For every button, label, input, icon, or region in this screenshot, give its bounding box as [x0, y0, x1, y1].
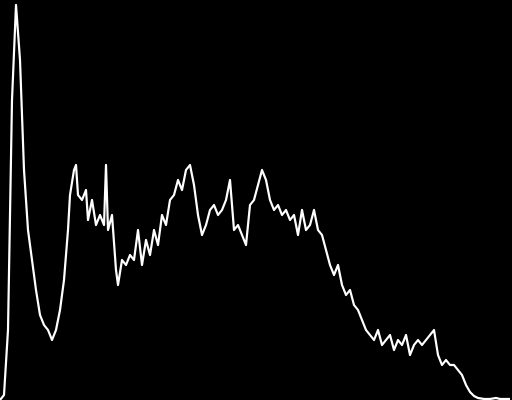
- histogram-line: [0, 3, 510, 400]
